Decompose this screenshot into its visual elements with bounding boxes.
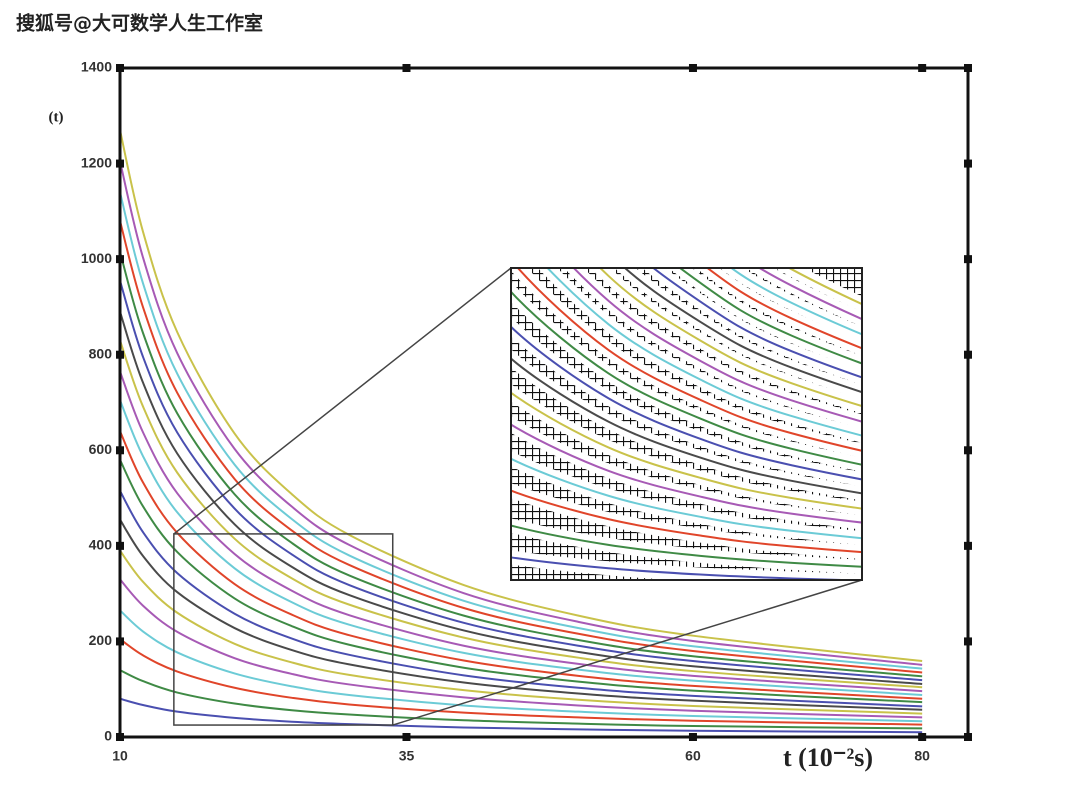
curve	[120, 459, 923, 704]
zoom-connector	[173, 267, 512, 535]
inset-curve	[511, 524, 862, 568]
inset-curve	[572, 268, 862, 423]
x-tick-label: 10	[112, 748, 128, 764]
x-tick-mark	[688, 733, 697, 741]
curve	[120, 280, 923, 682]
x-tick-label: 80	[914, 748, 930, 764]
y-tick-mark-right	[964, 446, 972, 455]
x-tick-mark-top	[688, 64, 697, 72]
zoom-box	[173, 533, 394, 726]
y-tick-label: 1400	[81, 59, 112, 75]
curve	[120, 191, 923, 670]
watermark: 搜狐号@大可数学人生工作室	[16, 12, 263, 35]
curve	[120, 129, 923, 663]
curve	[120, 371, 923, 693]
curve	[120, 430, 923, 700]
inset-curve	[757, 268, 862, 321]
y-tick-label: 400	[89, 537, 113, 553]
x-tick-mark-top	[918, 64, 927, 72]
inset-curve	[511, 457, 862, 540]
x-tick-mark	[402, 733, 411, 741]
y-tick-mark-right	[964, 541, 972, 550]
y-tick-label: 200	[89, 632, 113, 648]
y-tick-mark-right	[964, 637, 972, 646]
y-tick-mark	[116, 350, 124, 359]
y-tick-mark	[116, 446, 124, 455]
curves	[120, 129, 923, 734]
inset-curve	[511, 357, 862, 495]
inset	[510, 267, 863, 581]
x-tick-mark-top	[402, 64, 411, 72]
y-tick-label: 0	[104, 728, 112, 744]
ticks: 0 200 400 600 800 1000 1200 1400 10 35 60 80	[81, 59, 972, 764]
y-tick-mark	[116, 159, 124, 168]
y-tick-mark	[116, 541, 124, 550]
curve	[120, 550, 923, 715]
inset-curve	[623, 268, 862, 394]
y-tick-mark	[116, 255, 124, 264]
y-tick-label: 800	[89, 345, 113, 361]
y-tick-mark-right	[964, 733, 972, 741]
inset-curve	[511, 290, 862, 466]
x-tick-label: 35	[399, 748, 415, 764]
y-tick-label: 600	[89, 441, 113, 457]
curve	[120, 578, 923, 719]
y-tick-mark	[116, 637, 124, 646]
y-tick-label: 1000	[81, 250, 112, 266]
y-tick-label: 1200	[81, 154, 112, 170]
inset-curve	[651, 268, 862, 379]
x-tick-label: 60	[685, 748, 701, 764]
inset-frame	[510, 267, 863, 581]
zoom-indicator	[173, 267, 863, 726]
curve	[120, 160, 923, 666]
curve	[120, 399, 923, 696]
x-axis-label: t (10⁻²s)	[783, 743, 873, 772]
y-tick-mark-right	[964, 350, 972, 359]
curve	[120, 609, 923, 723]
curve	[120, 519, 923, 711]
inset-curve	[546, 268, 862, 437]
curve	[120, 340, 923, 689]
plot-frame	[118, 66, 970, 739]
inset-curve	[598, 268, 862, 408]
curve	[120, 311, 923, 685]
curve	[120, 220, 923, 674]
curve	[120, 669, 923, 730]
x-tick-mark	[116, 733, 124, 741]
y-tick-mark-right	[964, 159, 972, 168]
curve	[120, 490, 923, 708]
curve	[120, 638, 923, 726]
y-axis-label: (t)	[49, 109, 64, 125]
inset-curve	[516, 268, 862, 452]
inset-curve	[511, 325, 862, 481]
y-tick-mark-right	[964, 255, 972, 264]
inset-curve	[729, 268, 862, 336]
zoom-connector	[392, 579, 863, 726]
y-tick-mark-right	[964, 64, 972, 72]
x-tick-mark-top	[116, 64, 124, 72]
inset-curve	[705, 268, 862, 350]
inset-curve	[511, 391, 862, 510]
curve	[120, 251, 923, 678]
inset-curve	[511, 556, 862, 580]
inset-curve	[511, 423, 862, 524]
inset-curve	[678, 268, 862, 365]
inset-curve	[511, 489, 862, 554]
inset-curves	[511, 268, 862, 580]
x-tick-mark	[918, 733, 927, 741]
